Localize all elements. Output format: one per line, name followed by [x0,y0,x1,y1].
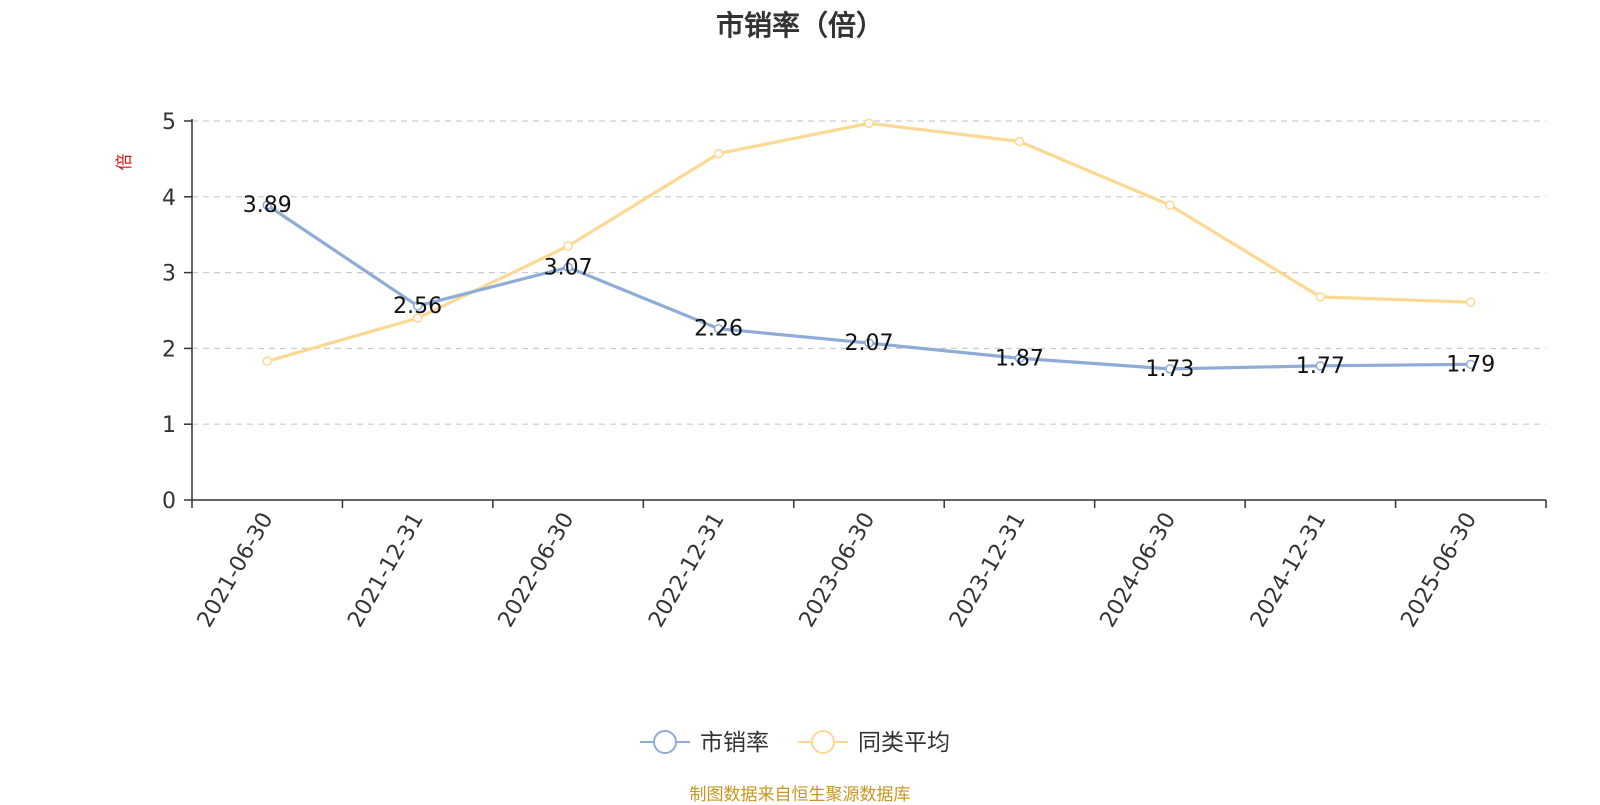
y-tick-label: 2 [162,337,176,362]
series-line [266,121,1471,363]
data-point [1315,292,1326,302]
data-label: 1.87 [995,346,1044,371]
data-point [1165,364,1175,374]
x-tick-label: 2023-06-30 [795,509,881,632]
data-point [1466,359,1476,370]
data-label: 2.56 [393,294,442,319]
data-label: 2.07 [845,331,894,356]
x-tick-label: 2021-06-30 [193,509,279,632]
data-point [262,200,272,210]
y-tick-label: 1 [162,413,176,438]
y-tick-label: 4 [162,186,176,211]
y-axis-title: 倍 [115,154,135,171]
data-source-note: 制图数据来自恒生聚源数据库 [689,785,911,805]
chart-title: 市销率（倍） [715,9,884,42]
legend-item: 市销率 [640,730,769,756]
data-label: 1.73 [1145,357,1194,382]
data-point [864,118,874,129]
data-point [1014,136,1025,147]
legend: 市销率 同类平均 [640,730,950,756]
x-tick-label: 2022-12-31 [644,509,730,632]
y-tick-label: 5 [162,110,176,135]
data-label: 1.79 [1446,352,1495,377]
legend-marker [811,730,835,754]
y-tick-label: 3 [162,262,176,287]
data-point [412,301,423,311]
data-point [563,262,573,273]
legend-item: 同类平均 [798,730,950,756]
data-point [1466,297,1476,307]
data-point [864,338,874,348]
legend-label: 同类平均 [858,730,950,756]
x-tick-label: 2023-12-31 [945,509,1031,632]
legend-marker [653,730,677,754]
data-point [713,148,724,159]
data-point [1165,200,1175,210]
data-point [713,323,724,334]
y-tick-label: 0 [162,489,176,514]
x-tick-label: 2024-12-31 [1246,509,1332,632]
data-point [412,313,423,323]
x-tick-label: 2021-12-31 [343,508,429,631]
data-point [563,241,573,251]
data-label: 1.77 [1296,354,1345,379]
data-label: 3.07 [544,255,593,280]
x-tick-label: 2024-06-30 [1096,509,1182,632]
data-label: 3.89 [243,193,292,218]
data-point [262,356,272,367]
data-labels: 3.89 2.56 3.07 2.26 2.07 1.87 1.73 1.77 1.79 [243,193,1496,382]
data-point [1315,361,1326,371]
data-label: 2.26 [694,317,743,342]
x-tick-label: 2025-06-30 [1396,509,1482,632]
x-tick-label: 2022-06-30 [494,509,580,632]
legend-label: 市销率 [700,730,769,756]
data-point [1014,353,1025,364]
series-lines [262,118,1476,374]
